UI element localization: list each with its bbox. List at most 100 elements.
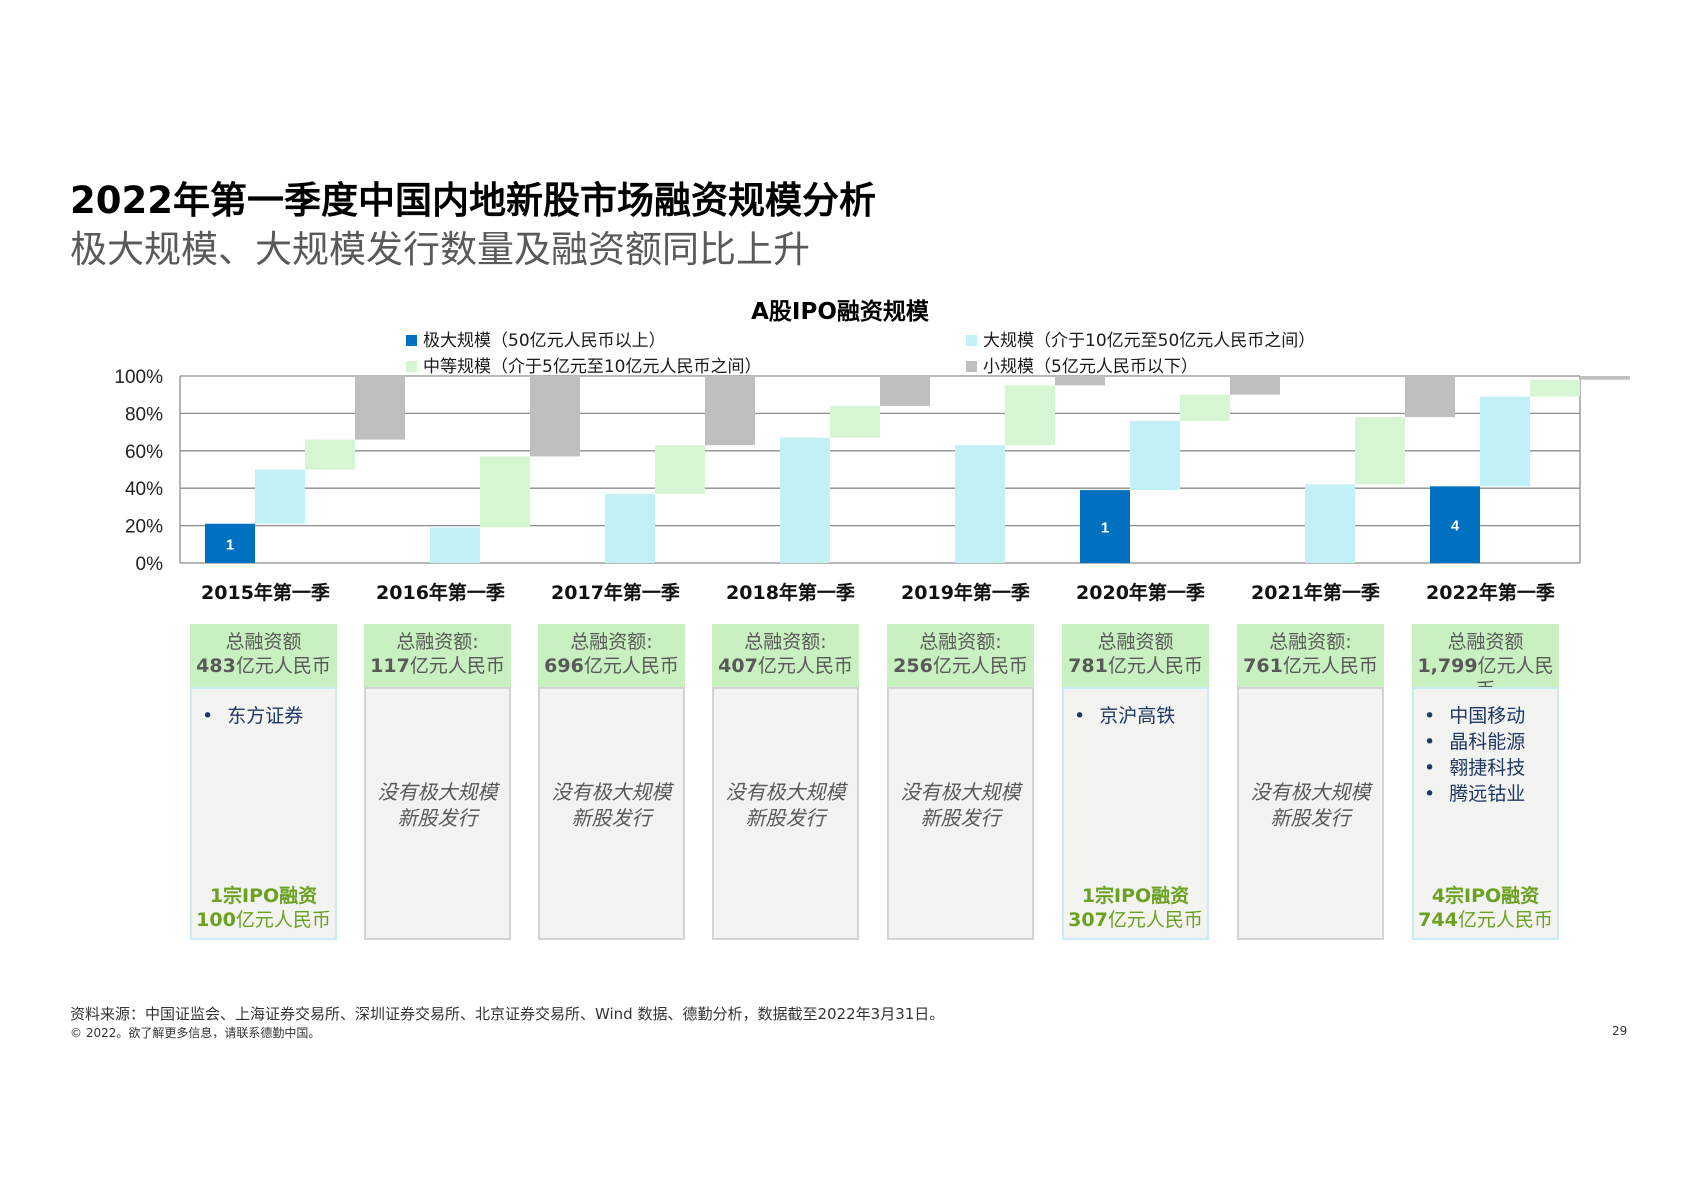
bar-data-label: 1	[1101, 520, 1109, 537]
box-header: 总融资额: 407亿元人民币	[712, 624, 859, 687]
page-title: 2022年第一季度中国内地新股市场融资规模分析	[70, 179, 876, 222]
ipo-list: 中国移动晶科能源翱捷科技腾远钴业	[1424, 703, 1525, 807]
bar-segment	[655, 445, 705, 494]
ipo-list-item: 晶科能源	[1424, 729, 1525, 755]
y-tick-label: 60%	[125, 442, 163, 463]
bar-segment	[705, 376, 755, 446]
box-total-amount: 761亿元人民币	[1243, 655, 1378, 677]
no-extra-large-ipo-note: 没有极大规模 新股发行	[377, 780, 498, 830]
bar-segment	[1180, 394, 1230, 421]
x-tick-label: 2018年第一季	[726, 581, 855, 604]
box-total-amount: 781亿元人民币	[1068, 655, 1203, 677]
bar-segment	[955, 445, 1005, 563]
legend-extra-large: 极大规模（50亿元人民币以上）	[406, 326, 666, 351]
ipo-list: 东方证券	[202, 703, 303, 729]
box-footer: 1宗IPO融资 100亿元人民币	[196, 885, 331, 931]
bar-segment	[880, 376, 930, 406]
no-extra-large-ipo-note: 没有极大规模 新股发行	[725, 780, 846, 830]
no-extra-large-ipo-note: 没有极大规模 新股发行	[900, 780, 1021, 830]
legend-large: 大规模（介于10亿元至50亿元人民币之间）	[966, 326, 1315, 351]
box-header-label: 总融资额:	[919, 631, 1002, 653]
x-tick-label: 2019年第一季	[901, 581, 1030, 604]
bar-segment	[1480, 396, 1530, 487]
summary-box: 总融资额: 117亿元人民币没有极大规模 新股发行	[364, 624, 511, 940]
bar-segment	[530, 376, 580, 457]
bar-segment	[255, 469, 305, 524]
x-tick-label: 2020年第一季	[1076, 581, 1205, 604]
box-header: 总融资额 781亿元人民币	[1062, 624, 1209, 687]
ipo-list: 京沪高铁	[1074, 703, 1175, 729]
y-tick-label: 0%	[136, 554, 164, 575]
box-body: 没有极大规模 新股发行	[887, 687, 1034, 940]
box-total-amount: 696亿元人民币	[544, 655, 679, 677]
bar-segment	[605, 493, 655, 563]
bar-segment	[205, 523, 255, 563]
bar-data-label: 1	[226, 536, 234, 553]
bar-segment	[1430, 486, 1480, 563]
bar-segment	[355, 376, 405, 440]
box-total-amount: 256亿元人民币	[893, 655, 1028, 677]
ipo-list-item: 京沪高铁	[1074, 703, 1175, 729]
legend-swatch	[406, 361, 417, 372]
box-header-label: 总融资额	[1097, 631, 1174, 653]
copyright: © 2022。欲了解更多信息，请联系德勤中国。	[70, 1026, 321, 1040]
summary-box: 总融资额: 696亿元人民币没有极大规模 新股发行	[538, 624, 685, 940]
box-total-amount: 117亿元人民币	[370, 655, 505, 677]
box-header: 总融资额: 696亿元人民币	[538, 624, 685, 687]
y-tick-label: 20%	[125, 517, 163, 538]
x-tick-label: 2016年第一季	[376, 581, 505, 604]
legend-swatch	[966, 335, 977, 346]
bar-segment	[1305, 484, 1355, 563]
no-extra-large-ipo-note: 没有极大规模 新股发行	[1250, 780, 1371, 830]
legend-swatch	[966, 361, 977, 372]
bar-segment	[1080, 490, 1130, 563]
page-subtitle: 极大规模、大规模发行数量及融资额同比上升	[70, 228, 810, 271]
chart-title: A股IPO融资规模	[751, 299, 929, 325]
bar-segment	[1405, 376, 1455, 418]
box-total-amount: 483亿元人民币	[196, 655, 331, 677]
box-body: 没有极大规模 新股发行	[538, 687, 685, 940]
legend-swatch	[406, 335, 417, 346]
box-footer: 1宗IPO融资 307亿元人民币	[1068, 885, 1203, 931]
bar-segment	[1530, 379, 1580, 397]
bar-segment	[1230, 376, 1280, 395]
page-number: 29	[1612, 1024, 1628, 1038]
box-header-label: 总融资额:	[744, 631, 827, 653]
box-header-label: 总融资额:	[396, 631, 479, 653]
box-body: 没有极大规模 新股发行	[1237, 687, 1384, 940]
box-footer: 4宗IPO融资 744亿元人民币	[1418, 885, 1553, 931]
box-header: 总融资额 483亿元人民币	[190, 624, 337, 687]
ipo-list-item: 中国移动	[1424, 703, 1525, 729]
x-tick-label: 2021年第一季	[1251, 581, 1380, 604]
ipo-list-item: 腾远钴业	[1424, 781, 1525, 807]
summary-box: 总融资额: 761亿元人民币没有极大规模 新股发行	[1237, 624, 1384, 940]
bar-segment	[305, 439, 355, 470]
bar-data-label: 4	[1451, 518, 1460, 535]
summary-box: 总融资额: 256亿元人民币没有极大规模 新股发行	[887, 624, 1034, 940]
x-tick-label: 2017年第一季	[551, 581, 680, 604]
box-header-label: 总融资额	[1447, 631, 1524, 653]
y-tick-label: 40%	[125, 479, 163, 500]
y-tick-label: 100%	[114, 367, 163, 388]
box-header-label: 总融资额	[225, 631, 302, 653]
summary-box: 总融资额: 407亿元人民币没有极大规模 新股发行	[712, 624, 859, 940]
no-extra-large-ipo-note: 没有极大规模 新股发行	[551, 780, 672, 830]
box-body: 没有极大规模 新股发行	[712, 687, 859, 940]
box-total-amount: 407亿元人民币	[718, 655, 853, 677]
bar-segment	[1355, 417, 1405, 485]
ipo-list-item: 翱捷科技	[1424, 755, 1525, 781]
legend-medium: 中等规模（介于5亿元至10亿元人民币之间）	[406, 352, 761, 377]
ipo-list-item: 东方证券	[202, 703, 303, 729]
bar-segment	[1055, 376, 1105, 386]
box-header-label: 总融资额:	[1269, 631, 1352, 653]
bar-segment	[1130, 420, 1180, 491]
legend-small: 小规模（5亿元人民币以下）	[966, 352, 1198, 377]
box-header-label: 总融资额:	[570, 631, 653, 653]
